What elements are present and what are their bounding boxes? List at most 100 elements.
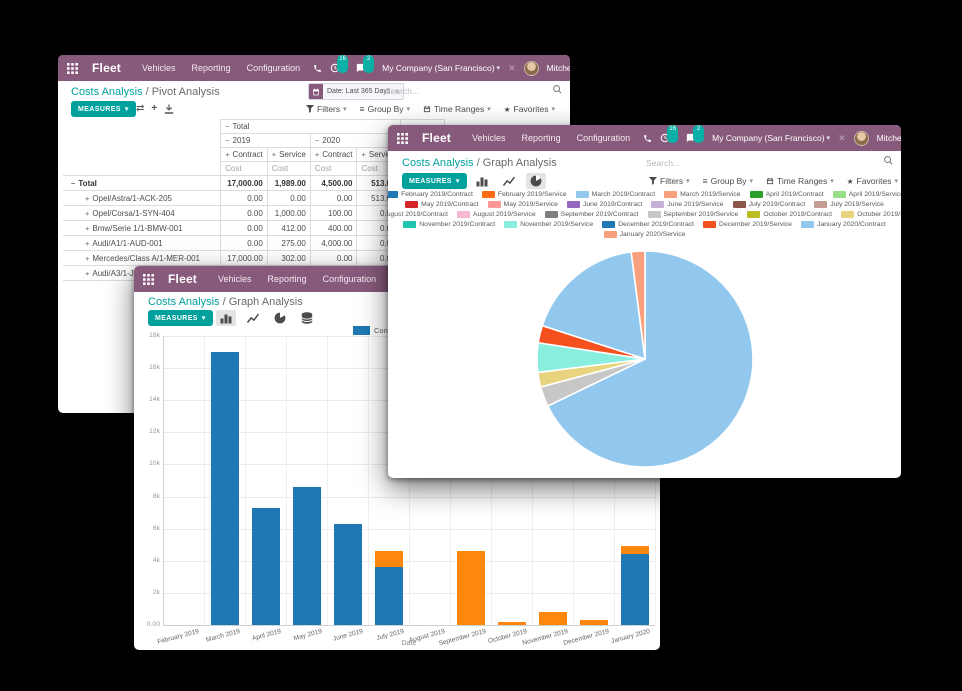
menu-reporting[interactable]: Reporting xyxy=(267,274,307,284)
legend-item[interactable]: August 2019/Contract xyxy=(388,211,448,218)
measures-button[interactable]: MEASURES ▾ xyxy=(71,101,136,117)
legend-item[interactable]: January 2020/Contract xyxy=(800,220,886,228)
odoo-top-bar: Fleet Vehicles Reporting Configuration 1… xyxy=(388,125,901,151)
legend-item[interactable]: June 2019/Contract xyxy=(566,200,642,208)
legend-item[interactable]: March 2019/Contract xyxy=(575,190,655,198)
menu-vehicles[interactable]: Vehicles xyxy=(218,274,252,284)
close-icon[interactable]: ✕ xyxy=(838,132,846,143)
pivot-cell: 0.00 xyxy=(220,220,268,236)
favorites-menu[interactable]: ★ Favorites ▾ xyxy=(503,104,556,114)
favorites-menu[interactable]: ★ Favorites ▾ xyxy=(846,176,899,186)
search-input[interactable]: Search... xyxy=(646,158,681,168)
measures-button[interactable]: MEASURES ▾ xyxy=(402,173,467,189)
pivot-cell: 0.00 xyxy=(266,190,311,206)
user-menu[interactable]: Mitchell Admin▾ xyxy=(876,133,901,143)
legend-item[interactable]: June 2019/Service xyxy=(651,200,724,208)
gridline xyxy=(573,336,574,625)
pie-chart xyxy=(536,250,754,468)
activity-clock-icon[interactable]: 16 xyxy=(330,55,349,73)
avatar[interactable] xyxy=(523,60,539,76)
legend-item[interactable]: February 2019/Service xyxy=(481,190,567,198)
expand-all-icon[interactable]: + xyxy=(151,103,158,114)
download-icon[interactable] xyxy=(164,104,174,114)
menu-reporting[interactable]: Reporting xyxy=(521,133,561,143)
stacked-icon[interactable] xyxy=(297,310,317,326)
legend-item[interactable]: July 2019/Contract xyxy=(732,200,806,208)
menu-configuration[interactable]: Configuration xyxy=(576,133,631,143)
facet-close-icon[interactable]: × xyxy=(394,87,400,96)
legend-item[interactable]: August 2019/Service xyxy=(456,210,536,218)
gridline xyxy=(204,336,205,625)
search-facet[interactable]: Date: Last 365 Days × xyxy=(308,83,405,100)
gridline xyxy=(532,336,533,625)
col-header-2019: −2019 xyxy=(220,133,311,148)
breadcrumb-costs-analysis[interactable]: Costs Analysis xyxy=(402,157,474,169)
close-icon[interactable]: ✕ xyxy=(508,62,516,73)
measures-button[interactable]: MEASURES ▾ xyxy=(148,310,213,326)
graph-pie-window: Fleet Vehicles Reporting Configuration 1… xyxy=(388,125,901,478)
legend-item[interactable]: May 2019/Contract xyxy=(405,200,479,208)
y-axis-tick: 10k xyxy=(149,460,160,468)
time-ranges-menu[interactable]: Time Ranges ▾ xyxy=(766,176,834,186)
breadcrumb-costs-analysis[interactable]: Costs Analysis xyxy=(148,296,220,308)
company-switcher[interactable]: My Company (San Francisco) ▾ xyxy=(382,63,501,73)
group-by-menu[interactable]: ≡ Group By ▾ xyxy=(702,176,754,186)
legend-item[interactable]: March 2019/Service xyxy=(664,190,741,198)
line-chart-icon[interactable] xyxy=(243,310,263,326)
company-switcher[interactable]: My Company (San Francisco) ▾ xyxy=(712,133,831,143)
line-chart-icon[interactable] xyxy=(499,173,519,189)
menu-configuration[interactable]: Configuration xyxy=(246,63,301,73)
bar-chart-icon[interactable] xyxy=(472,173,492,189)
legend-item[interactable]: September 2019/Contract xyxy=(544,210,639,218)
search-input[interactable]: Search... xyxy=(385,86,420,96)
pie-chart-icon[interactable] xyxy=(526,173,546,189)
legend-item[interactable]: May 2019/Service xyxy=(487,200,558,208)
apps-grid-icon[interactable] xyxy=(397,132,408,144)
legend-item[interactable]: January 2020/Service xyxy=(603,230,685,238)
user-menu[interactable]: Mitchell Admin▾ xyxy=(546,63,570,73)
activity-clock-icon[interactable]: 16 xyxy=(660,125,679,143)
legend-item[interactable]: October 2019/Contract xyxy=(747,210,832,218)
legend-item[interactable]: November 2019/Contract xyxy=(403,220,495,228)
legend-item[interactable]: December 2019/Service xyxy=(703,220,792,228)
legend-label: July 2019/Contract xyxy=(748,200,806,208)
messages-icon[interactable]: 2 xyxy=(686,125,705,143)
legend-item[interactable]: April 2019/Contract xyxy=(749,190,824,198)
time-ranges-menu[interactable]: Time Ranges ▾ xyxy=(423,104,491,114)
y-axis-tick: 8k xyxy=(152,492,160,500)
menu-configuration[interactable]: Configuration xyxy=(322,274,377,284)
phone-icon[interactable] xyxy=(643,134,652,143)
legend-item[interactable]: December 2019/Contract xyxy=(602,220,694,228)
legend-swatch xyxy=(566,200,580,208)
filters-menu[interactable]: Filters ▾ xyxy=(306,104,347,114)
menu-reporting[interactable]: Reporting xyxy=(191,63,231,73)
messages-icon[interactable]: 2 xyxy=(356,55,375,73)
search-icon[interactable] xyxy=(883,155,894,166)
phone-icon[interactable] xyxy=(313,64,322,73)
legend-item[interactable]: November 2019/Service xyxy=(504,220,593,228)
legend-item[interactable]: July 2019/Service xyxy=(814,200,884,208)
apps-grid-icon[interactable] xyxy=(67,62,78,74)
bar-service xyxy=(456,551,485,625)
apps-grid-icon[interactable] xyxy=(143,273,154,285)
search-icon[interactable] xyxy=(552,84,563,95)
legend-swatch xyxy=(647,210,661,218)
legend-item[interactable]: February 2019/Contract xyxy=(388,190,473,198)
bar-chart-icon[interactable] xyxy=(216,310,236,326)
flip-axis-icon[interactable]: ⇄ xyxy=(136,103,145,114)
group-by-menu[interactable]: ≡ Group By ▾ xyxy=(359,104,411,114)
legend-label: May 2019/Service xyxy=(503,200,558,208)
pivot-cell: 0.00 xyxy=(220,235,268,251)
legend-item[interactable]: October 2019/Service xyxy=(841,210,901,218)
pie-chart-icon[interactable] xyxy=(270,310,290,326)
legend-item[interactable]: April 2019/Service xyxy=(832,190,901,198)
col-header-contract: + Contract xyxy=(309,147,358,162)
pivot-cell: 17,000.00 xyxy=(220,250,268,266)
gridline xyxy=(655,336,656,625)
menu-vehicles[interactable]: Vehicles xyxy=(472,133,506,143)
avatar[interactable] xyxy=(853,130,869,146)
legend-item[interactable]: September 2019/Service xyxy=(647,210,738,218)
breadcrumb-costs-analysis[interactable]: Costs Analysis xyxy=(71,86,143,98)
menu-vehicles[interactable]: Vehicles xyxy=(142,63,176,73)
filters-menu[interactable]: Filters ▾ xyxy=(649,176,690,186)
